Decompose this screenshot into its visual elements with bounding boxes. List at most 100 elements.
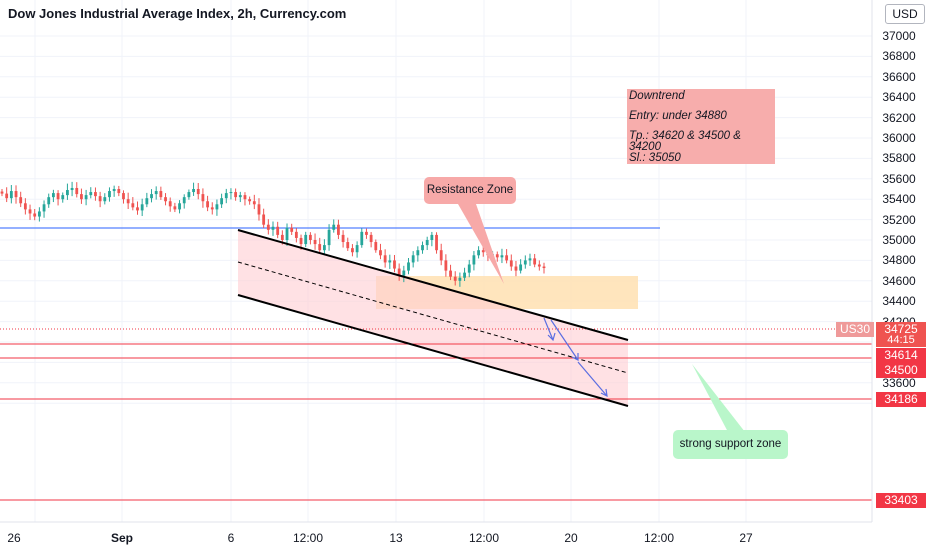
candle-body bbox=[407, 262, 410, 271]
candle-body bbox=[23, 203, 27, 210]
candle-body bbox=[252, 201, 256, 205]
candle-body bbox=[285, 227, 289, 240]
candle-body bbox=[421, 245, 424, 251]
candle-body bbox=[238, 195, 242, 198]
level-tag-34500: 34500 bbox=[876, 363, 926, 378]
resistance-callout-pointer bbox=[458, 204, 504, 284]
note-line-entry: Entry: under 34880 bbox=[629, 110, 727, 122]
candle-body bbox=[243, 195, 247, 200]
candle-body bbox=[346, 242, 350, 249]
candle-body bbox=[439, 250, 443, 261]
candle-body bbox=[140, 204, 144, 211]
candle-body bbox=[9, 191, 13, 199]
candle-body bbox=[5, 193, 9, 199]
candle-body bbox=[393, 260, 396, 269]
candle-body bbox=[523, 260, 527, 265]
candle-body bbox=[365, 231, 368, 235]
level-tag-33403: 33403 bbox=[876, 493, 926, 508]
level-tag-34186: 34186 bbox=[876, 392, 926, 407]
candle-body bbox=[290, 227, 294, 232]
candle-body bbox=[369, 234, 373, 243]
candle-body bbox=[94, 192, 97, 197]
support-zone-label[interactable]: strong support zone bbox=[673, 430, 788, 459]
candle-body bbox=[28, 209, 32, 214]
candle-body bbox=[266, 224, 270, 230]
candle-body bbox=[280, 234, 284, 240]
candle-body bbox=[379, 250, 382, 256]
time-tick-7: 12:00 bbox=[643, 531, 675, 545]
candle-body bbox=[117, 189, 121, 194]
candle-body bbox=[467, 264, 471, 273]
descending-channel-fill[interactable] bbox=[238, 230, 628, 406]
candle-body bbox=[514, 266, 518, 271]
channel-upper-line[interactable] bbox=[237, 229, 629, 341]
candle-body bbox=[75, 187, 79, 195]
candle-body bbox=[131, 203, 135, 208]
candle-body bbox=[308, 234, 312, 240]
channel-midline[interactable] bbox=[237, 261, 629, 374]
candle-body bbox=[477, 250, 480, 256]
candle-body bbox=[430, 234, 434, 240]
candle-body bbox=[500, 255, 504, 258]
candle-body bbox=[453, 276, 457, 281]
candle-body bbox=[108, 191, 111, 198]
candle-body bbox=[299, 237, 303, 245]
time-tick-6: 20 bbox=[564, 531, 578, 545]
price-tick-34800: 34800 bbox=[882, 253, 916, 268]
candle-body bbox=[164, 197, 167, 202]
candle-body bbox=[444, 260, 448, 271]
vertical-gridlines bbox=[34, 0, 747, 522]
candle-body bbox=[215, 204, 219, 210]
candle-body bbox=[196, 189, 200, 195]
support-callout-pointer bbox=[692, 364, 745, 432]
candle-body bbox=[313, 240, 317, 245]
level-tag-34614: 34614 bbox=[876, 348, 926, 363]
time-tick-8: 27 bbox=[739, 531, 753, 545]
candle-body bbox=[458, 277, 462, 281]
candle-body bbox=[210, 207, 214, 210]
candle-body bbox=[80, 194, 83, 200]
candle-body bbox=[304, 234, 308, 245]
candle-body bbox=[327, 229, 331, 246]
candle-body bbox=[481, 250, 485, 253]
candle-body bbox=[178, 203, 181, 210]
candle-body bbox=[229, 192, 233, 194]
candle-body bbox=[332, 224, 336, 230]
candle-body bbox=[322, 245, 326, 251]
currency-button[interactable]: USD bbox=[885, 4, 925, 24]
candle-body bbox=[276, 226, 280, 235]
channel-lower-line[interactable] bbox=[237, 294, 629, 407]
candle-body bbox=[383, 255, 387, 263]
trade-note[interactable] bbox=[627, 89, 775, 164]
candle-body bbox=[435, 234, 438, 251]
price-tick-34600: 34600 bbox=[882, 273, 916, 288]
candle-body bbox=[472, 255, 476, 265]
chart-title: Dow Jones Industrial Average Index, 2h, … bbox=[8, 6, 347, 21]
candle-body bbox=[42, 204, 46, 212]
symbol-tag: US30 bbox=[836, 322, 874, 337]
candle-body bbox=[182, 197, 186, 204]
candle-body bbox=[360, 231, 364, 246]
candle-body bbox=[509, 260, 513, 267]
candle-body bbox=[61, 195, 65, 200]
candle-body bbox=[56, 193, 60, 200]
note-line-sl: Sl.: 35050 bbox=[629, 152, 681, 164]
candle-body bbox=[187, 192, 191, 198]
candle-body bbox=[505, 255, 509, 261]
candle-body bbox=[112, 189, 116, 192]
projection-arrows[interactable] bbox=[543, 317, 608, 398]
time-tick-4: 13 bbox=[389, 531, 403, 545]
price-tick-36800: 36800 bbox=[882, 49, 916, 64]
candle-body bbox=[533, 258, 537, 265]
candle-body bbox=[355, 245, 359, 253]
candle-body bbox=[220, 198, 224, 205]
resistance-zone-label[interactable]: Resistance Zone bbox=[424, 177, 516, 204]
price-tick-36200: 36200 bbox=[882, 110, 916, 125]
price-tick-35000: 35000 bbox=[882, 233, 916, 247]
note-line-downtrend: Downtrend bbox=[629, 90, 685, 102]
last-price-tag: 34725 bbox=[876, 322, 926, 337]
candle-body bbox=[126, 199, 130, 204]
price-tick-35800: 35800 bbox=[882, 151, 916, 166]
candle-body bbox=[19, 197, 23, 204]
